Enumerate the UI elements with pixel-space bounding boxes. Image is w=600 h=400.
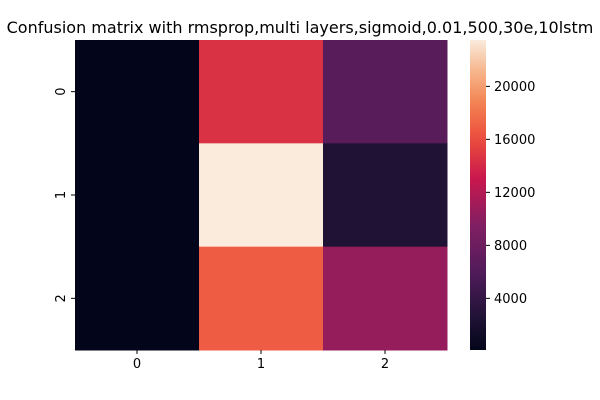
colorbar: 4000 8000 12000 16000 20000 xyxy=(470,40,535,350)
colorbar-tick-label: 16000 xyxy=(494,133,535,148)
y-tick-label: 0 xyxy=(54,88,69,96)
x-tick-label: 0 xyxy=(133,357,141,372)
y-tick-label: 2 xyxy=(54,294,69,302)
colorbar-tick-label: 8000 xyxy=(494,239,527,254)
x-tick-label: 2 xyxy=(381,357,389,372)
chart-title: Confusion matrix with rmsprop,multi laye… xyxy=(7,18,594,37)
heatmap-cell xyxy=(323,143,448,248)
heatmap-cell xyxy=(75,143,200,248)
y-tick-label: 1 xyxy=(54,191,69,199)
x-tick-label: 1 xyxy=(257,357,265,372)
colorbar-tick-label: 4000 xyxy=(494,292,527,307)
colorbar-gradient xyxy=(470,40,486,350)
heatmap-cell xyxy=(199,246,324,351)
heatmap-cell xyxy=(199,143,324,248)
y-axis: 0 1 2 xyxy=(54,88,75,302)
heatmap-cell xyxy=(75,246,200,351)
heatmap-cell xyxy=(75,40,200,144)
heatmap-cell xyxy=(323,40,448,144)
colorbar-tick-label: 20000 xyxy=(494,80,535,95)
heatmap-cell xyxy=(199,40,324,144)
colorbar-tick-label: 12000 xyxy=(494,186,535,201)
heatmap-cell xyxy=(323,246,448,351)
heatmap-cells xyxy=(75,40,448,351)
x-axis: 0 1 2 xyxy=(133,350,389,372)
